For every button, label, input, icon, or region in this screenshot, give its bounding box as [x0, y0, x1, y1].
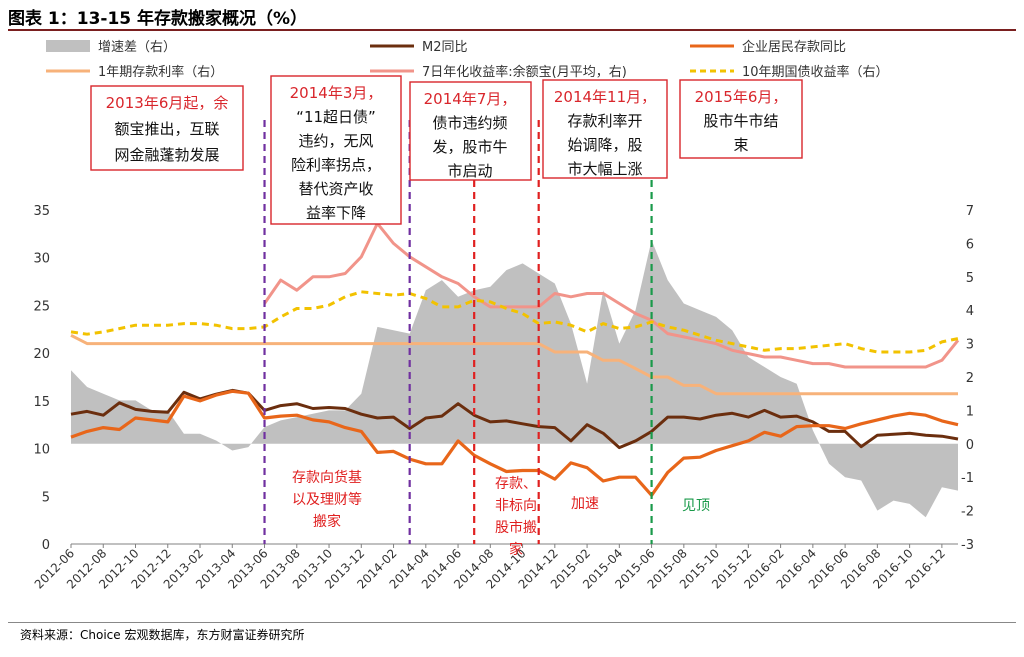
callout-line: 2015年6月，	[695, 88, 788, 106]
legend-item-rate1y: 1年期存款利率（右）	[46, 64, 223, 80]
legend-swatch	[46, 40, 90, 52]
annotation-line: 存款向货基	[292, 469, 362, 486]
legend-label: 10年期国债收益率（右）	[742, 64, 889, 80]
y-left-tick-label: 0	[42, 538, 50, 553]
callout-line: 2014年7月，	[424, 90, 517, 108]
y-right-tick-label: 0	[966, 438, 974, 453]
callout-line: 网金融蓬勃发展	[114, 146, 219, 164]
y-left-tick-label: 35	[33, 204, 50, 219]
legend-item-bond10y: 10年期国债收益率（右）	[690, 64, 889, 80]
y-right-tick-label: 7	[966, 204, 974, 219]
annotation-line: 见顶	[682, 498, 710, 514]
annotation-line: 以及理财等	[292, 491, 362, 508]
spread-area-layer	[71, 240, 958, 518]
annotation-line: 股市搬	[495, 519, 537, 536]
callout-frame	[679, 79, 803, 159]
callout-line: 益率下降	[306, 204, 366, 222]
y-right-tick-label: 2	[966, 371, 974, 386]
footer-rule	[8, 622, 1016, 623]
y-right-tick-label: 1	[966, 404, 974, 419]
deposit-line	[70, 389, 959, 497]
annotation-4: 见顶	[682, 498, 710, 514]
callout-line: 始调降，股	[567, 136, 642, 154]
source-note: 资料来源：Choice 宏观数据库，东方财富证券研究所	[20, 628, 305, 642]
y-left-tick-label: 10	[33, 443, 50, 458]
annotation-3: 加速	[571, 496, 599, 512]
y-right-tick-label: 6	[966, 237, 974, 252]
y-right-tick-label: 4	[966, 304, 974, 319]
y-right-tick-label: 5	[966, 271, 974, 286]
callout-line: 违约，无风	[298, 132, 373, 150]
legend-item-deposit: 企业居民存款同比	[690, 39, 846, 55]
y-left-tick-label: 30	[33, 252, 50, 267]
callout-frame	[270, 75, 402, 225]
legend-item-yuebao: 7日年化收益率:余额宝(月平均，右)	[370, 64, 627, 80]
y-right-tick-label: 3	[966, 338, 974, 353]
callout-line: 替代资产收	[298, 180, 373, 198]
y-right-tick-label: -3	[961, 538, 974, 553]
legend-item-spread: 增速差（右）	[46, 40, 176, 55]
callout-frame	[90, 85, 244, 171]
callout-line: 市启动	[447, 162, 492, 180]
figure-title: 图表 1：13-15 年存款搬家概况（%）	[8, 9, 308, 29]
title-rule	[8, 29, 1016, 31]
annotation-line: 非标向	[495, 498, 537, 514]
yuebao-line	[263, 221, 960, 369]
spread-area	[71, 240, 958, 518]
callout-line: 2013年6月起，余	[106, 94, 229, 112]
callout-frame	[542, 79, 668, 179]
y-right-tick-label: -2	[961, 505, 974, 520]
y-left-tick-label: 15	[33, 395, 50, 410]
legend-item-m2: M2同比	[370, 40, 468, 55]
callout-line: 存款利率开	[567, 112, 642, 130]
callout-frame	[409, 81, 532, 181]
callout-line: 发，股市牛	[432, 138, 507, 156]
legend-label: M2同比	[422, 40, 468, 55]
callout-line: “11超日债”	[296, 108, 376, 126]
legend: 增速差（右） M2同比 企业居民存款同比 1年期存款利率（右） 7日年化收益率:余额宝(…	[46, 39, 889, 80]
y-left-tick-label: 20	[33, 347, 50, 362]
callout-line: 额宝推出，互联	[114, 120, 219, 138]
callout-line: 市大幅上涨	[567, 160, 642, 178]
series-lines-layer	[70, 221, 960, 497]
callout-line: 2014年3月，	[290, 84, 383, 102]
legend-label: 企业居民存款同比	[742, 39, 846, 55]
bond10y-line	[70, 290, 959, 354]
rate1y-line	[70, 333, 958, 396]
y-right-tick-label: -1	[961, 471, 974, 486]
callout-line: 2014年11月，	[554, 88, 656, 106]
legend-label: 1年期存款利率（右）	[98, 64, 223, 80]
annotation-line: 搬家	[313, 513, 341, 530]
annotation-line: 家	[509, 541, 523, 558]
annotation-line: 加速	[571, 496, 599, 512]
legend-label: 增速差（右）	[98, 40, 176, 55]
callout-line: 束	[733, 136, 748, 154]
legend-label: 7日年化收益率:余额宝(月平均，右)	[422, 64, 627, 80]
annotation-line: 存款、	[495, 476, 537, 492]
chart: 05101520253035-3-2-1012345672012-062012-…	[32, 39, 974, 592]
event-lines-layer	[263, 120, 653, 544]
y-left-tick-label: 5	[42, 490, 50, 505]
callout-line: 险利率拐点，	[291, 156, 381, 174]
callout-line: 债市违约频	[432, 114, 507, 132]
callout-line: 股市牛市结	[703, 112, 778, 130]
y-left-tick-label: 25	[33, 299, 50, 314]
